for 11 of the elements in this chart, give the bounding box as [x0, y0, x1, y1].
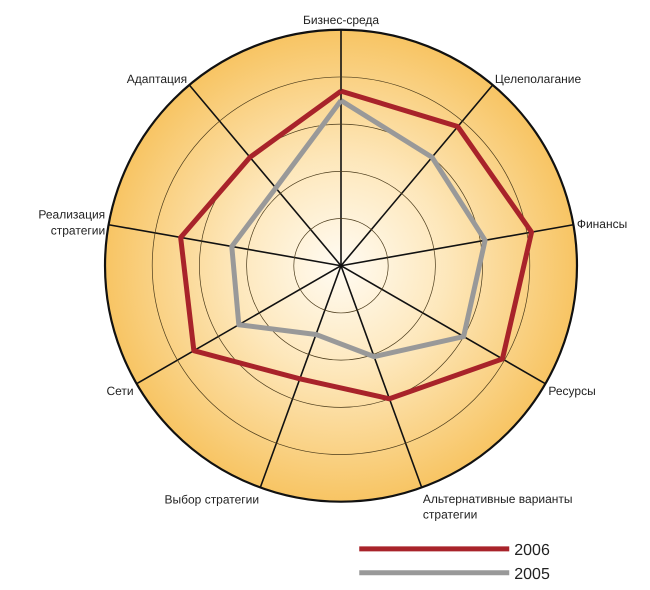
spoke-label: Ресурсы	[548, 384, 596, 398]
text: 2005	[514, 566, 550, 583]
spoke-label: Альтернативные варианты стратегии	[422, 492, 573, 522]
spoke-label: Выбор стратегии	[164, 492, 260, 506]
spoke-label: Целеполагание	[494, 72, 582, 86]
text: 2006	[514, 542, 550, 560]
spoke-label: Реализация стратегии	[38, 208, 106, 238]
spoke-label: Бизнес-среда	[302, 12, 380, 27]
spoke-label: Адаптация	[126, 72, 188, 86]
spoke-label: Финансы	[576, 216, 628, 231]
spoke-label: Сети	[106, 384, 134, 398]
